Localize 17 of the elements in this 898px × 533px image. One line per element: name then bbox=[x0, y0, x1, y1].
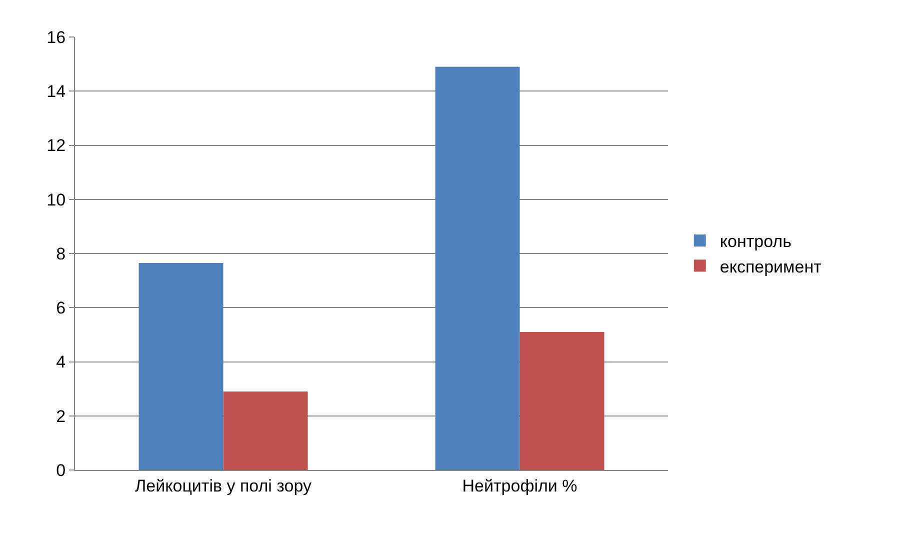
y-tick-label: 10 bbox=[46, 190, 66, 210]
legend-label: експеримент bbox=[720, 257, 822, 276]
y-tick-label: 4 bbox=[56, 352, 66, 372]
x-tick-label: Нейтрофіли % bbox=[462, 476, 578, 496]
bar bbox=[520, 332, 604, 470]
y-tick-label: 16 bbox=[46, 28, 66, 47]
y-tick-label: 14 bbox=[46, 82, 66, 102]
y-tick-label: 0 bbox=[56, 460, 66, 480]
y-tick-label: 6 bbox=[56, 298, 66, 318]
x-tick-label: Лейкоцитів у полі зору bbox=[135, 476, 312, 496]
bar bbox=[138, 262, 224, 470]
bar bbox=[223, 392, 308, 470]
y-tick-label: 2 bbox=[56, 406, 66, 426]
legend-label: контроль bbox=[720, 232, 792, 252]
y-tick-label: 12 bbox=[46, 136, 66, 156]
bar bbox=[435, 66, 520, 470]
y-tick-label: 8 bbox=[56, 244, 66, 264]
